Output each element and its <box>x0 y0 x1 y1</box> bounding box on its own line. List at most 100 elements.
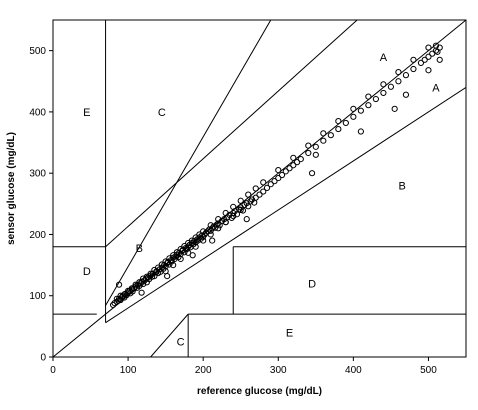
data-point <box>290 154 297 161</box>
data-point <box>308 170 316 177</box>
zone-label-a: A <box>380 52 388 64</box>
data-point <box>233 211 241 218</box>
x-tick-label: 0 <box>50 365 56 376</box>
data-point <box>130 285 138 292</box>
data-point <box>200 237 207 244</box>
data-point <box>230 209 237 217</box>
zone-label-c: C <box>177 337 185 349</box>
y-tick-label: 400 <box>29 107 46 118</box>
data-point <box>243 200 250 207</box>
data-point <box>342 119 349 127</box>
data-point <box>335 118 342 125</box>
data-point <box>260 179 267 186</box>
data-point <box>155 264 162 271</box>
data-point <box>312 151 319 158</box>
data-point <box>417 59 425 66</box>
data-point <box>402 72 410 79</box>
data-point <box>170 252 177 259</box>
data-point <box>230 212 237 220</box>
data-point <box>327 132 334 139</box>
data-point <box>128 285 135 292</box>
data-point <box>290 162 297 169</box>
zone-label-d: D <box>83 266 91 278</box>
zone-label-c: C <box>158 107 166 119</box>
x-tick-label: 200 <box>195 365 212 376</box>
data-point <box>425 44 432 51</box>
data-point <box>335 125 342 133</box>
data-point <box>380 81 387 88</box>
y-axis-ticks: 0 100 200 300 400 500 <box>29 46 53 364</box>
data-point <box>305 142 312 149</box>
data-point <box>196 231 203 238</box>
zone-boundary-line <box>53 20 466 357</box>
data-point <box>143 273 150 280</box>
y-tick-label: 300 <box>29 169 46 180</box>
data-point <box>138 289 145 296</box>
zone-label-a: A <box>432 82 440 94</box>
x-tick-label: 500 <box>420 365 437 376</box>
y-tick-label: 100 <box>29 291 46 302</box>
y-axis-label: sensor glucose (mg/dL) <box>6 132 17 245</box>
zone-boundary-line <box>150 313 189 357</box>
data-point <box>275 174 282 182</box>
data-point <box>181 242 188 250</box>
data-point <box>209 225 216 232</box>
data-point <box>387 83 395 90</box>
data-point <box>140 275 147 282</box>
data-point <box>117 292 124 299</box>
zone-boundary-line <box>105 20 358 248</box>
data-point <box>113 295 120 302</box>
data-point <box>177 246 184 253</box>
data-point <box>222 209 229 217</box>
data-point <box>192 234 199 241</box>
data-point <box>410 65 417 73</box>
data-point <box>215 216 222 223</box>
data-point <box>256 191 263 198</box>
data-point <box>395 78 402 85</box>
zone-boundary-line <box>105 20 272 306</box>
data-point <box>312 143 319 150</box>
y-tick-label: 0 <box>40 353 46 364</box>
zone-labels: A A B B C C D D E E <box>83 52 440 349</box>
data-point <box>357 128 364 135</box>
data-point <box>436 44 443 51</box>
data-point <box>109 301 117 309</box>
data-point <box>245 191 252 198</box>
plot-frame <box>52 19 467 358</box>
data-point <box>357 107 364 114</box>
data-point <box>402 91 410 98</box>
x-tick-label: 100 <box>120 365 137 376</box>
data-point <box>212 224 219 231</box>
data-point <box>129 288 136 295</box>
data-point <box>158 261 165 268</box>
data-point <box>391 105 398 112</box>
data-point <box>263 184 271 191</box>
data-point <box>207 222 214 229</box>
data-point <box>243 216 250 223</box>
data-point <box>293 159 301 166</box>
data-point <box>278 171 286 179</box>
x-axis-ticks: 0 100 200 300 400 500 <box>50 357 437 376</box>
data-point <box>372 95 379 103</box>
data-point <box>365 93 372 100</box>
data-point <box>177 255 184 263</box>
data-point <box>170 261 177 269</box>
data-point <box>237 206 244 214</box>
data-point <box>188 237 196 244</box>
data-point <box>252 185 259 192</box>
x-tick-label: 300 <box>270 365 287 376</box>
data-point <box>200 228 207 235</box>
data-point <box>286 165 293 172</box>
y-tick-label: 200 <box>29 230 46 241</box>
data-point <box>136 279 143 286</box>
data-point <box>425 67 432 74</box>
data-point <box>436 56 443 63</box>
data-point <box>213 221 220 228</box>
zone-label-b: B <box>136 243 143 255</box>
data-point <box>267 181 274 188</box>
data-point <box>297 155 304 163</box>
data-point <box>222 219 229 226</box>
data-point <box>282 168 289 175</box>
